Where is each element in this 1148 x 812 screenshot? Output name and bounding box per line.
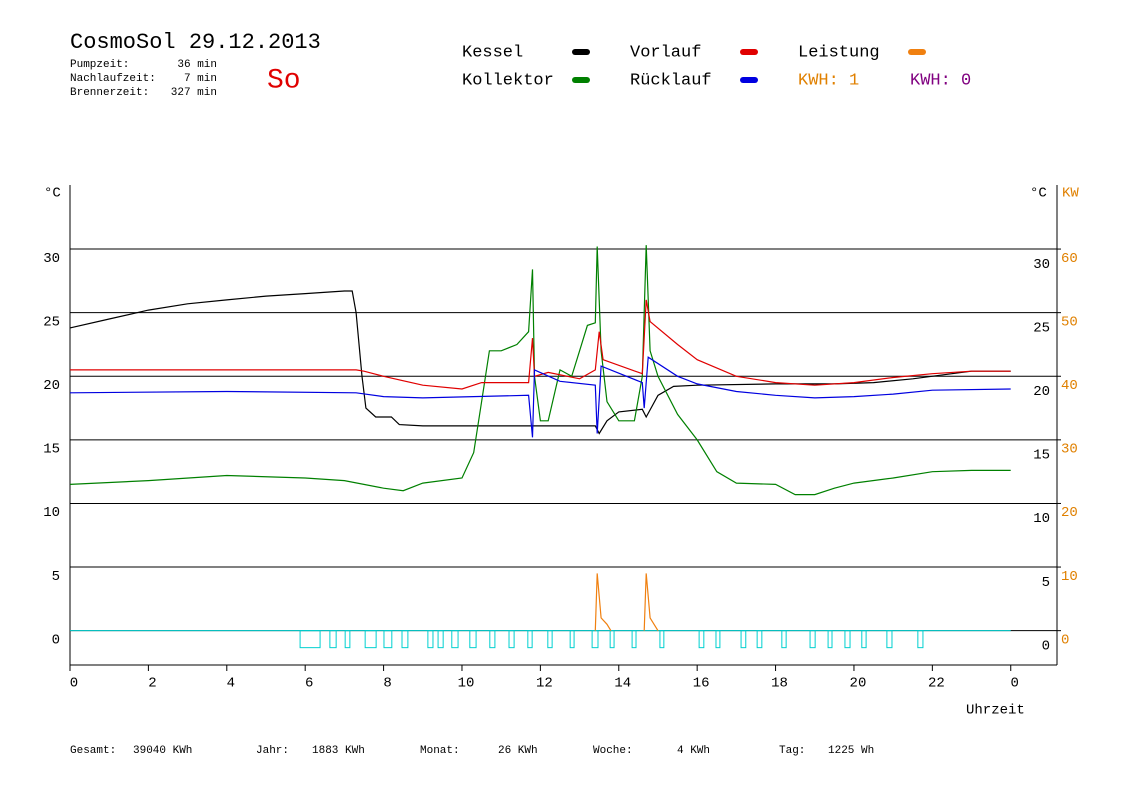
pump-interval xyxy=(844,630,851,649)
pump-interval xyxy=(861,630,867,649)
pump-interval xyxy=(715,630,721,649)
y-tick-label: 25 xyxy=(43,314,60,330)
pump-interval xyxy=(740,630,747,649)
pump-interval xyxy=(781,630,787,649)
x-tick-label: 18 xyxy=(771,676,788,692)
pump-interval xyxy=(508,630,515,649)
total-value: 39040 KWh xyxy=(133,745,192,757)
series-line xyxy=(594,573,659,632)
y-right-tick-label: 5 xyxy=(1042,575,1050,591)
y2-tick-label: 20 xyxy=(1061,505,1078,521)
series-line xyxy=(69,356,1011,438)
y2-axis-label: °C xyxy=(1030,186,1047,202)
pump-interval xyxy=(469,630,477,649)
y-axis-label: °C xyxy=(44,186,61,202)
pump-interval xyxy=(569,630,575,649)
pump-interval xyxy=(299,630,321,649)
y2-unit-label: KW xyxy=(1062,186,1079,202)
y-tick-label: 15 xyxy=(43,442,60,458)
info-label: Brennerzeit: xyxy=(70,87,149,99)
pump-interval xyxy=(427,630,434,649)
y2-tick-label: 40 xyxy=(1061,378,1078,394)
pump-interval xyxy=(809,630,816,649)
total-value: 4 KWh xyxy=(677,745,710,757)
x-tick-label: 12 xyxy=(536,676,553,692)
weekday: So xyxy=(267,65,301,96)
x-tick-label: 4 xyxy=(227,676,235,692)
y2-tick-label: 0 xyxy=(1061,632,1069,648)
x-tick-label: 16 xyxy=(693,676,710,692)
y-right-tick-label: 25 xyxy=(1033,320,1050,336)
x-tick-label: 20 xyxy=(850,676,867,692)
y-right-tick-label: 0 xyxy=(1042,638,1050,654)
y2-tick-label: 50 xyxy=(1061,314,1078,330)
x-tick-label: 22 xyxy=(928,676,945,692)
pump-interval xyxy=(437,630,444,649)
y-right-tick-label: 15 xyxy=(1033,448,1050,464)
info-label: Pumpzeit: xyxy=(70,59,129,71)
total-value: 1883 KWh xyxy=(312,745,365,757)
pump-interval xyxy=(383,630,393,649)
pump-interval xyxy=(451,630,459,649)
pump-interval xyxy=(659,630,665,649)
total-label: Jahr: xyxy=(256,745,289,757)
info-label: Nachlaufzeit: xyxy=(70,73,156,85)
x-tick-label: 0 xyxy=(1011,676,1019,692)
y2-tick-label: 10 xyxy=(1061,569,1078,585)
info-value: 7 min xyxy=(184,73,217,85)
legend-label: Kessel xyxy=(462,43,523,62)
info-value: 36 min xyxy=(177,59,217,71)
pump-interval xyxy=(886,630,893,649)
pump-interval xyxy=(527,630,533,649)
pump-interval xyxy=(364,630,377,649)
legend-label: Kollektor xyxy=(462,71,554,90)
total-label: Gesamt: xyxy=(70,745,116,757)
pump-interval xyxy=(917,630,924,649)
x-tick-label: 14 xyxy=(614,676,631,692)
x-axis-label: Uhrzeit xyxy=(966,703,1025,719)
info-value: 327 min xyxy=(171,87,217,99)
pump-interval xyxy=(698,630,705,649)
legend-label: Vorlauf xyxy=(630,43,701,62)
pump-interval xyxy=(609,630,615,649)
y-tick-label: 0 xyxy=(52,632,60,648)
pump-interval xyxy=(489,630,496,649)
x-tick-label: 8 xyxy=(383,676,391,692)
legend-label: Rücklauf xyxy=(630,71,712,90)
chart-title: CosmoSol 29.12.2013 xyxy=(70,30,321,55)
pump-interval xyxy=(547,630,553,649)
pump-interval xyxy=(401,630,409,649)
total-value: 26 KWh xyxy=(498,745,538,757)
pump-interval xyxy=(329,630,337,649)
pump-interval xyxy=(631,630,637,649)
total-label: Tag: xyxy=(779,745,805,757)
series-line xyxy=(69,245,1011,496)
kwh-label: KWH: 0 xyxy=(910,71,971,90)
pump-interval xyxy=(591,630,599,649)
x-tick-label: 0 xyxy=(70,676,78,692)
total-label: Monat: xyxy=(420,745,460,757)
y-right-tick-label: 20 xyxy=(1033,384,1050,400)
y2-tick-label: 60 xyxy=(1061,251,1078,267)
y2-tick-label: 30 xyxy=(1061,442,1078,458)
pump-interval xyxy=(827,630,833,649)
y-right-tick-label: 30 xyxy=(1033,257,1050,273)
x-tick-label: 6 xyxy=(305,676,313,692)
total-label: Woche: xyxy=(593,745,633,757)
series-line xyxy=(70,299,1011,390)
x-tick-label: 2 xyxy=(148,676,156,692)
y-tick-label: 10 xyxy=(43,505,60,521)
legend-label: Leistung xyxy=(798,43,880,62)
y-tick-label: 30 xyxy=(43,251,60,267)
y-tick-label: 20 xyxy=(43,378,60,394)
pump-interval xyxy=(756,630,763,649)
pump-interval xyxy=(344,630,351,649)
total-value: 1225 Wh xyxy=(828,745,874,757)
kwh-label: KWH: 1 xyxy=(798,71,859,90)
y-right-tick-label: 10 xyxy=(1033,511,1050,527)
y-tick-label: 5 xyxy=(52,569,60,585)
x-tick-label: 10 xyxy=(458,676,475,692)
